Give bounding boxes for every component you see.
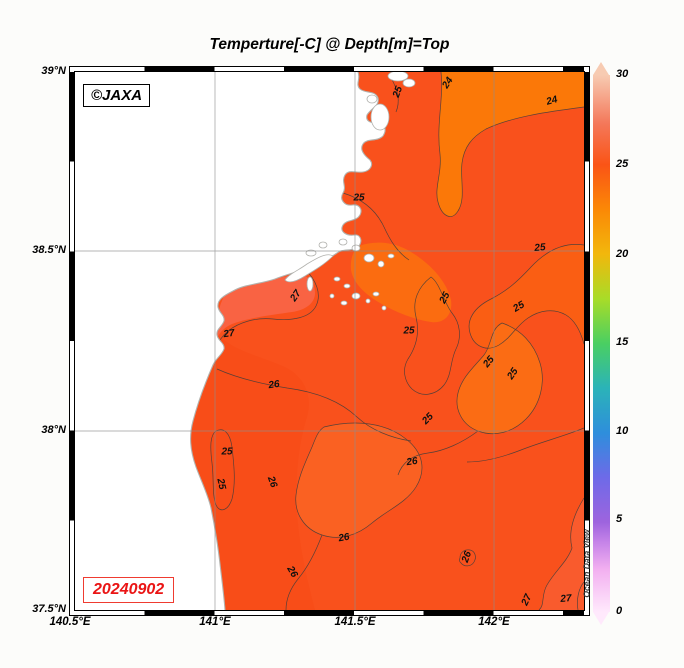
temperature-map: [75, 72, 584, 610]
colorbar-tick-0: 0: [616, 605, 623, 617]
map-frame: 25 24 24 25 27 27 25 25 25 25 25 25 26 25 25 25 26 26 26 26…: [69, 66, 590, 616]
date-stamp: 20240902: [83, 577, 175, 603]
colorbar-tick-5: 5: [616, 513, 623, 525]
zebra-border-right: [584, 72, 589, 610]
lon-tick-140p5E: 140.5°E: [49, 616, 91, 628]
temperature-contours: [210, 72, 584, 610]
lat-tick-37p5N: 37.5°N: [32, 603, 66, 615]
temperature-shading: [190, 72, 584, 610]
lon-tick-141p5E: 141.5°E: [334, 616, 376, 628]
graticule: [75, 72, 584, 610]
colorbar: [593, 75, 610, 612]
lat-tick-38p5N: 38.5°N: [32, 244, 66, 256]
odv-credit: Ocean Data View: [581, 529, 592, 598]
colorbar-tick-25: 25: [616, 158, 629, 170]
zebra-border-top: [75, 67, 584, 72]
lon-tick-141E: 141°E: [199, 616, 231, 628]
lat-tick-38N: 38°N: [41, 424, 66, 436]
map-canvas: 25 24 24 25 27 27 25 25 25 25 25 25 26 25 25 25 26 26 26 26…: [75, 72, 584, 610]
colorbar-tick-20: 20: [616, 248, 629, 260]
colorbar-tick-30: 30: [616, 68, 629, 80]
jaxa-copyright-box: ©JAXA: [83, 84, 151, 107]
zebra-border-bottom: [75, 610, 584, 615]
colorbar-tick-10: 10: [616, 425, 629, 437]
islands: [284, 72, 416, 311]
map-title: Temperture[-C] @ Depth[m]=Top: [209, 36, 450, 53]
lat-tick-39N: 39°N: [41, 65, 66, 77]
coastline: [190, 72, 386, 610]
zebra-border-left: [70, 72, 75, 610]
colorbar-tick-15: 15: [616, 336, 629, 348]
colorbar-arrow-bottom: [593, 612, 609, 625]
colorbar-arrow-top: [593, 62, 609, 75]
lon-tick-142E: 142°E: [478, 616, 510, 628]
